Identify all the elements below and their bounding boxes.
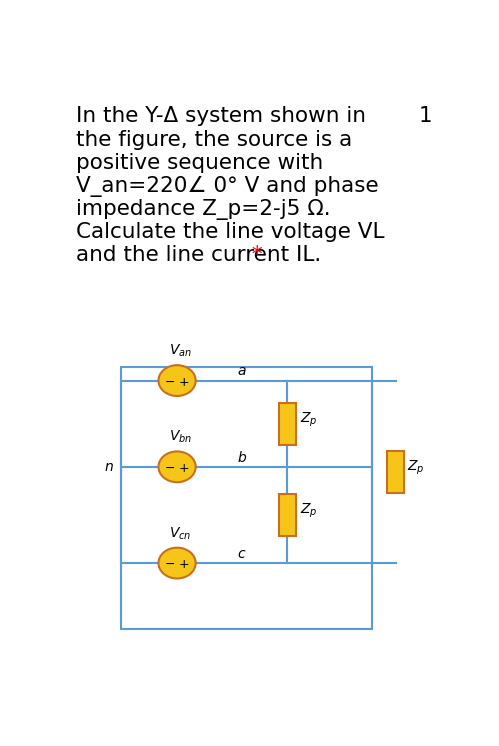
Bar xyxy=(387,451,404,493)
Text: n: n xyxy=(104,460,113,474)
Text: 1: 1 xyxy=(419,107,433,127)
Text: *: * xyxy=(246,245,263,265)
Text: $V_{cn}$: $V_{cn}$ xyxy=(169,525,192,542)
Bar xyxy=(278,403,295,445)
Text: +: + xyxy=(179,462,190,475)
Bar xyxy=(278,494,295,536)
Text: a: a xyxy=(237,364,246,378)
Ellipse shape xyxy=(159,451,196,482)
Text: positive sequence with: positive sequence with xyxy=(76,153,323,172)
Text: the figure, the source is a: the figure, the source is a xyxy=(76,130,353,149)
Text: $Z_p$: $Z_p$ xyxy=(299,411,317,429)
Ellipse shape xyxy=(159,366,196,396)
Ellipse shape xyxy=(159,548,196,578)
Text: In the Y-Δ system shown in: In the Y-Δ system shown in xyxy=(76,107,366,127)
Text: −: − xyxy=(165,376,175,389)
Text: +: + xyxy=(179,558,190,571)
Bar xyxy=(120,367,372,629)
Text: +: + xyxy=(179,376,190,389)
Text: −: − xyxy=(165,462,175,475)
Text: impedance Z_p=2-j5 Ω.: impedance Z_p=2-j5 Ω. xyxy=(76,199,331,220)
Text: Calculate the line voltage VL: Calculate the line voltage VL xyxy=(76,222,385,242)
Text: c: c xyxy=(238,547,245,561)
Text: −: − xyxy=(165,558,175,571)
Text: $Z_p$: $Z_p$ xyxy=(299,502,317,520)
Text: $V_{bn}$: $V_{bn}$ xyxy=(169,429,193,445)
Text: $Z_p$: $Z_p$ xyxy=(407,459,425,477)
Text: V_an=220∠ 0° V and phase: V_an=220∠ 0° V and phase xyxy=(76,176,379,197)
Text: and the line current IL.: and the line current IL. xyxy=(76,245,321,265)
Text: $V_{an}$: $V_{an}$ xyxy=(169,342,192,359)
Text: b: b xyxy=(237,451,246,465)
